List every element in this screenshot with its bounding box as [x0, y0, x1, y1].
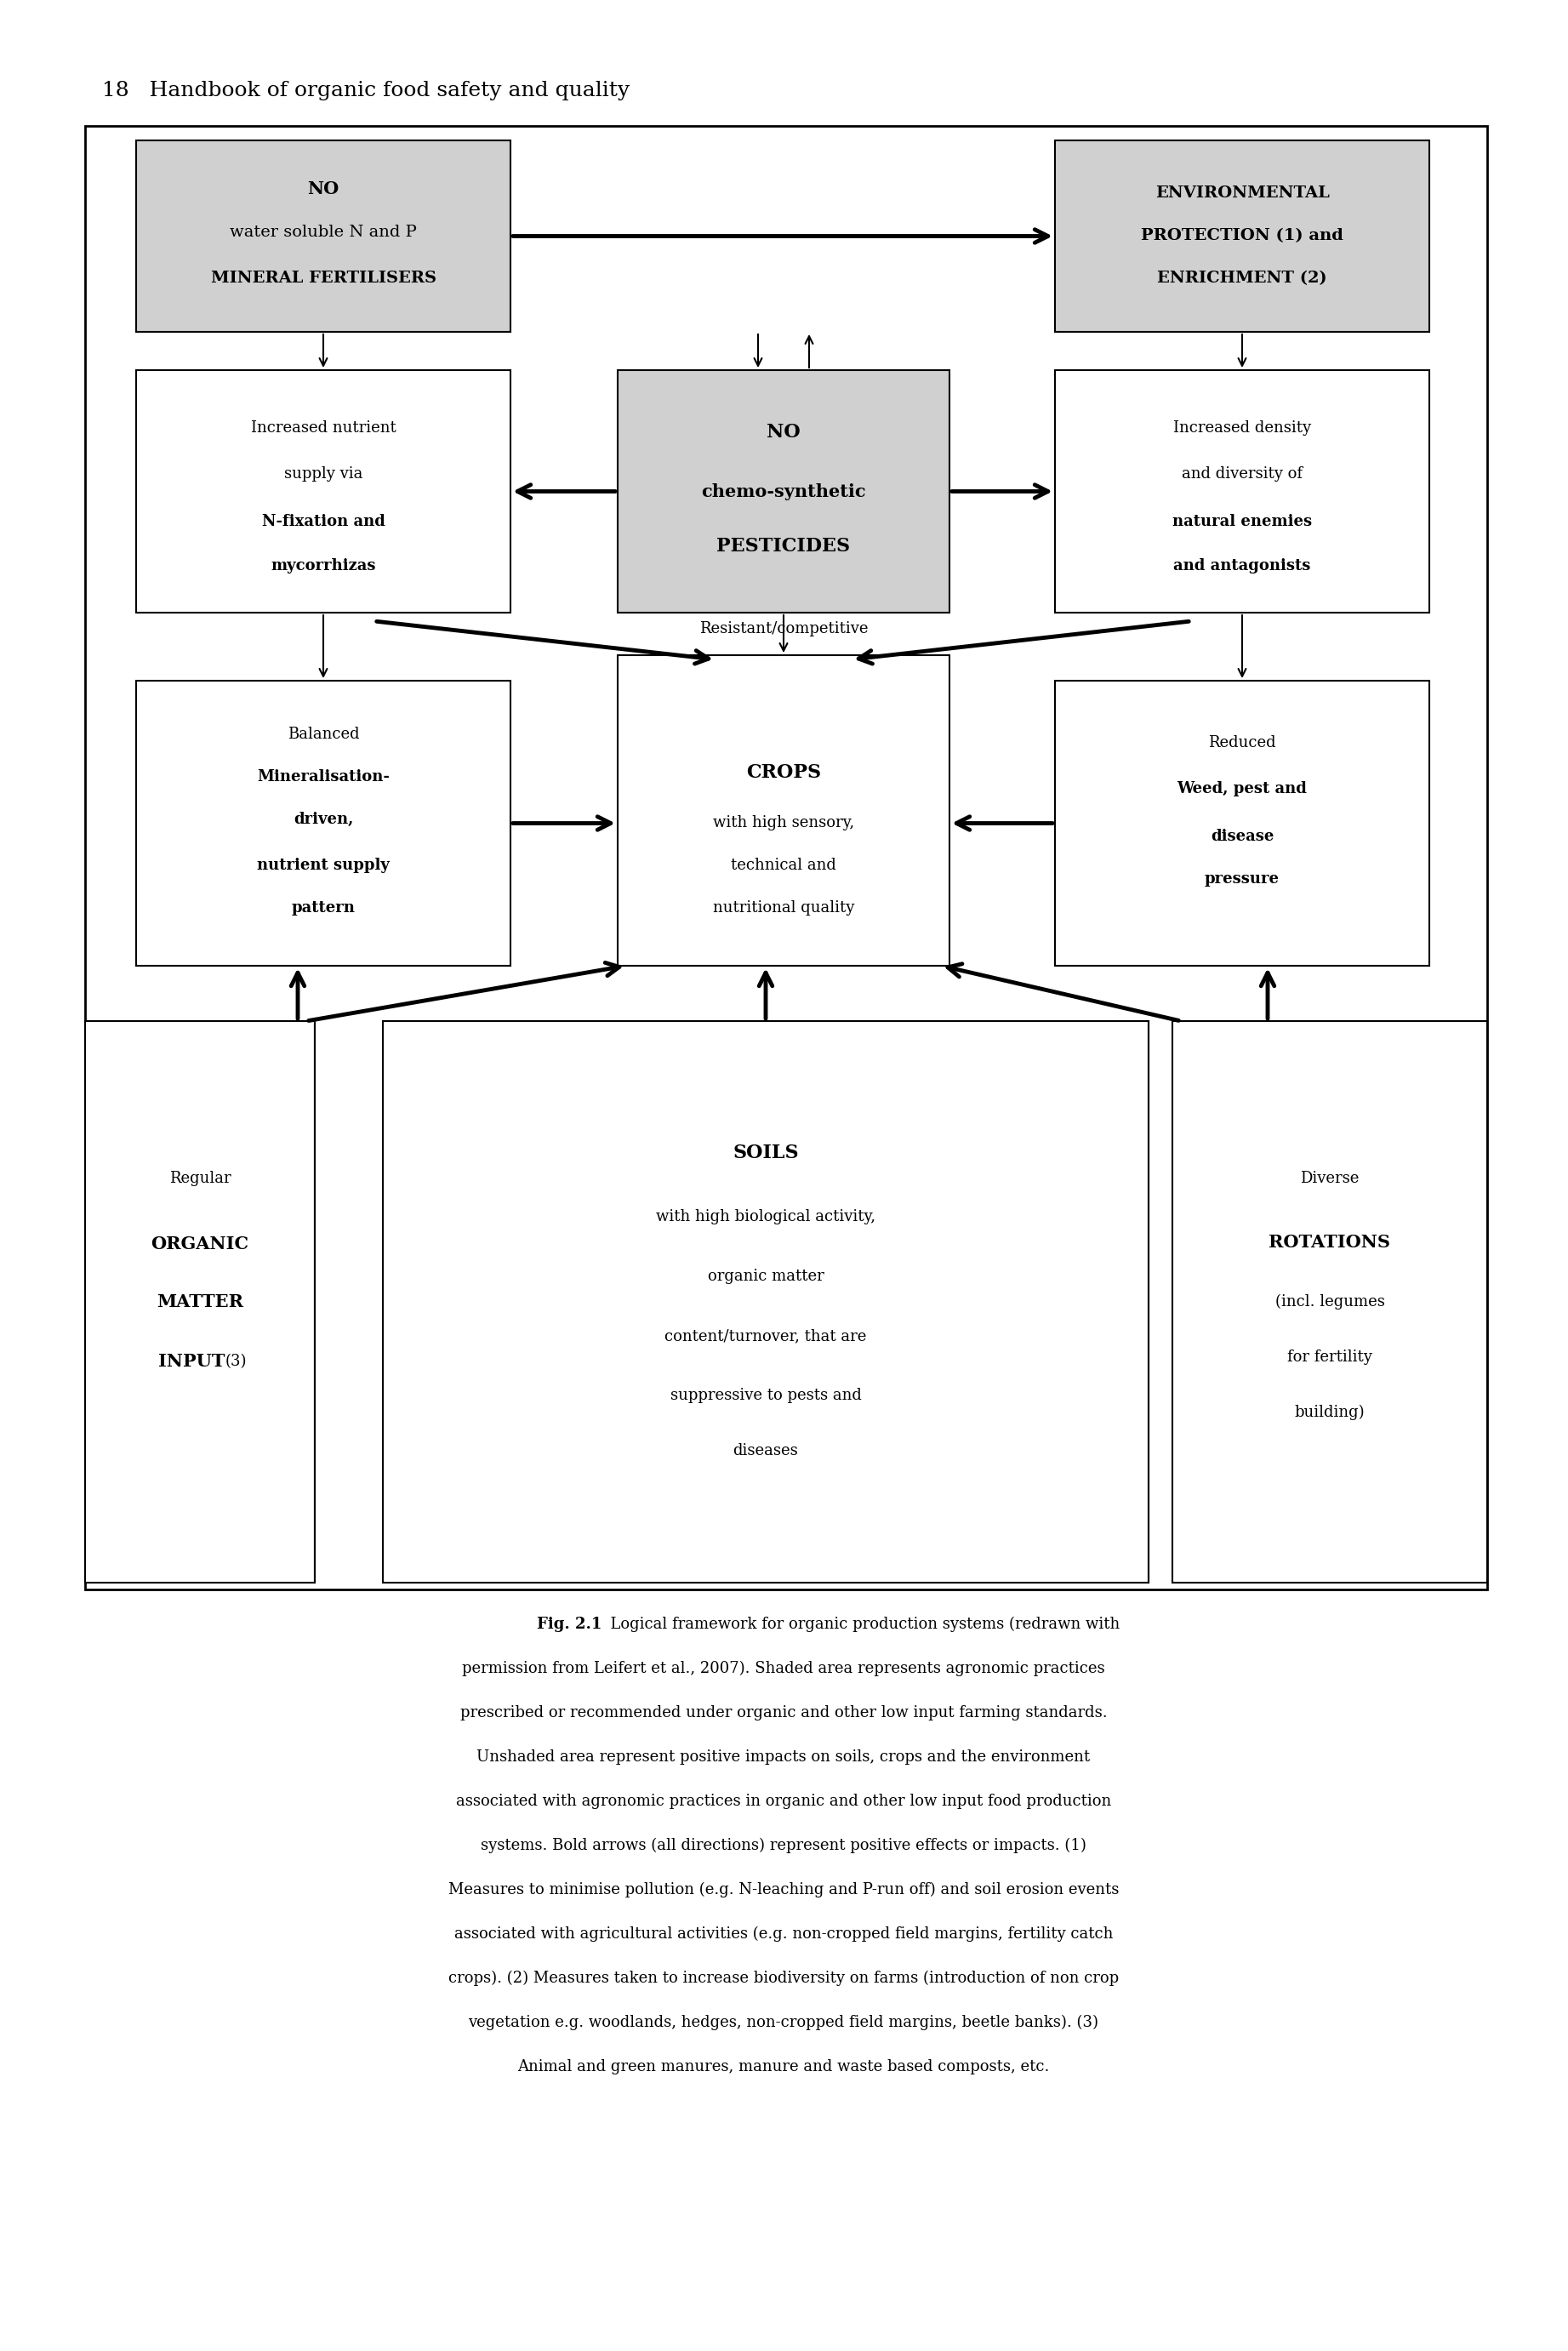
- Text: associated with agronomic practices in organic and other low input food producti: associated with agronomic practices in o…: [456, 1794, 1112, 1808]
- Text: NO: NO: [767, 423, 801, 442]
- Text: vegetation e.g. woodlands, hedges, non-cropped field margins, beetle banks). (3): vegetation e.g. woodlands, hedges, non-c…: [469, 2015, 1099, 2031]
- Text: MINERAL FERTILISERS: MINERAL FERTILISERS: [210, 270, 436, 287]
- Text: ROTATIONS: ROTATIONS: [1269, 1234, 1391, 1251]
- Text: and diversity of: and diversity of: [1182, 468, 1303, 482]
- Text: Resistant/competitive: Resistant/competitive: [699, 621, 869, 637]
- Text: supply via: supply via: [284, 468, 362, 482]
- Text: organic matter: organic matter: [707, 1270, 823, 1284]
- Text: natural enemies: natural enemies: [1173, 513, 1312, 529]
- Text: suppressive to pests and: suppressive to pests and: [670, 1387, 861, 1404]
- Bar: [1173, 1020, 1486, 1582]
- Text: for fertility: for fertility: [1287, 1349, 1372, 1366]
- Text: NO: NO: [307, 181, 339, 197]
- Bar: [1055, 682, 1430, 966]
- Text: Weed, pest and: Weed, pest and: [1178, 781, 1308, 797]
- Text: ORGANIC: ORGANIC: [151, 1237, 249, 1253]
- Text: Balanced: Balanced: [287, 726, 359, 741]
- Text: Regular: Regular: [169, 1171, 230, 1187]
- Text: crops). (2) Measures taken to increase biodiversity on farms (introduction of no: crops). (2) Measures taken to increase b…: [448, 1970, 1120, 1987]
- Text: N-fixation and: N-fixation and: [262, 513, 384, 529]
- Text: INPUT: INPUT: [158, 1352, 224, 1371]
- Text: 18   Handbook of organic food safety and quality: 18 Handbook of organic food safety and q…: [102, 80, 630, 101]
- Text: pattern: pattern: [292, 900, 354, 917]
- Text: with high sensory,: with high sensory,: [713, 816, 855, 830]
- Text: SOILS: SOILS: [732, 1143, 798, 1161]
- Text: nutrient supply: nutrient supply: [257, 858, 389, 875]
- Text: pressure: pressure: [1204, 870, 1279, 886]
- Text: water soluble N and P: water soluble N and P: [230, 223, 417, 240]
- Text: Animal and green manures, manure and waste based composts, etc.: Animal and green manures, manure and was…: [517, 2059, 1049, 2074]
- Text: Measures to minimise pollution (e.g. N-leaching and P-run off) and soil erosion : Measures to minimise pollution (e.g. N-l…: [448, 1883, 1120, 1897]
- Text: Reduced: Reduced: [1209, 736, 1276, 750]
- Bar: [618, 369, 950, 614]
- Text: mycorrhizas: mycorrhizas: [271, 560, 376, 574]
- Text: ENRICHMENT (2): ENRICHMENT (2): [1157, 270, 1327, 287]
- Text: and antagonists: and antagonists: [1173, 560, 1311, 574]
- Bar: [136, 141, 511, 331]
- Text: Increased nutrient: Increased nutrient: [251, 421, 397, 435]
- Text: diseases: diseases: [734, 1444, 798, 1458]
- Text: Mineralisation-: Mineralisation-: [257, 769, 389, 785]
- Text: Diverse: Diverse: [1300, 1171, 1359, 1187]
- Text: disease: disease: [1210, 828, 1273, 844]
- Text: with high biological activity,: with high biological activity,: [655, 1208, 875, 1225]
- Text: Fig. 2.1: Fig. 2.1: [536, 1617, 602, 1632]
- Text: content/turnover, that are: content/turnover, that are: [665, 1328, 867, 1342]
- Text: nutritional quality: nutritional quality: [713, 900, 855, 917]
- Text: building): building): [1295, 1404, 1364, 1420]
- Bar: [85, 1020, 1486, 1582]
- Bar: [618, 656, 950, 966]
- Text: associated with agricultural activities (e.g. non-cropped field margins, fertili: associated with agricultural activities …: [455, 1925, 1113, 1942]
- Bar: [383, 1020, 1149, 1582]
- Text: technical and: technical and: [731, 858, 836, 875]
- Bar: [85, 1020, 315, 1582]
- Bar: [136, 682, 511, 966]
- Text: (3): (3): [224, 1354, 246, 1368]
- Bar: [85, 127, 1486, 1589]
- Text: Increased density: Increased density: [1173, 421, 1311, 435]
- Text: PESTICIDES: PESTICIDES: [717, 538, 850, 557]
- Text: MATTER: MATTER: [157, 1293, 243, 1310]
- Text: driven,: driven,: [293, 811, 353, 828]
- Text: permission from Leifert et al., 2007). Shaded area represents agronomic practice: permission from Leifert et al., 2007). S…: [463, 1660, 1105, 1676]
- Text: PROTECTION (1) and: PROTECTION (1) and: [1142, 228, 1344, 245]
- Text: CROPS: CROPS: [746, 762, 822, 781]
- Text: systems. Bold arrows (all directions) represent positive effects or impacts. (1): systems. Bold arrows (all directions) re…: [481, 1838, 1087, 1853]
- Text: (incl. legumes: (incl. legumes: [1275, 1293, 1385, 1310]
- Bar: [1055, 141, 1430, 331]
- Text: ENVIRONMENTAL: ENVIRONMENTAL: [1156, 186, 1330, 202]
- Bar: [136, 369, 511, 614]
- Text: prescribed or recommended under organic and other low input farming standards.: prescribed or recommended under organic …: [459, 1704, 1107, 1721]
- Text: chemo-synthetic: chemo-synthetic: [701, 482, 866, 501]
- Text: Unshaded area represent positive impacts on soils, crops and the environment: Unshaded area represent positive impacts…: [477, 1749, 1090, 1766]
- Text: Logical framework for organic production systems (redrawn with: Logical framework for organic production…: [601, 1617, 1120, 1632]
- Bar: [1055, 369, 1430, 614]
